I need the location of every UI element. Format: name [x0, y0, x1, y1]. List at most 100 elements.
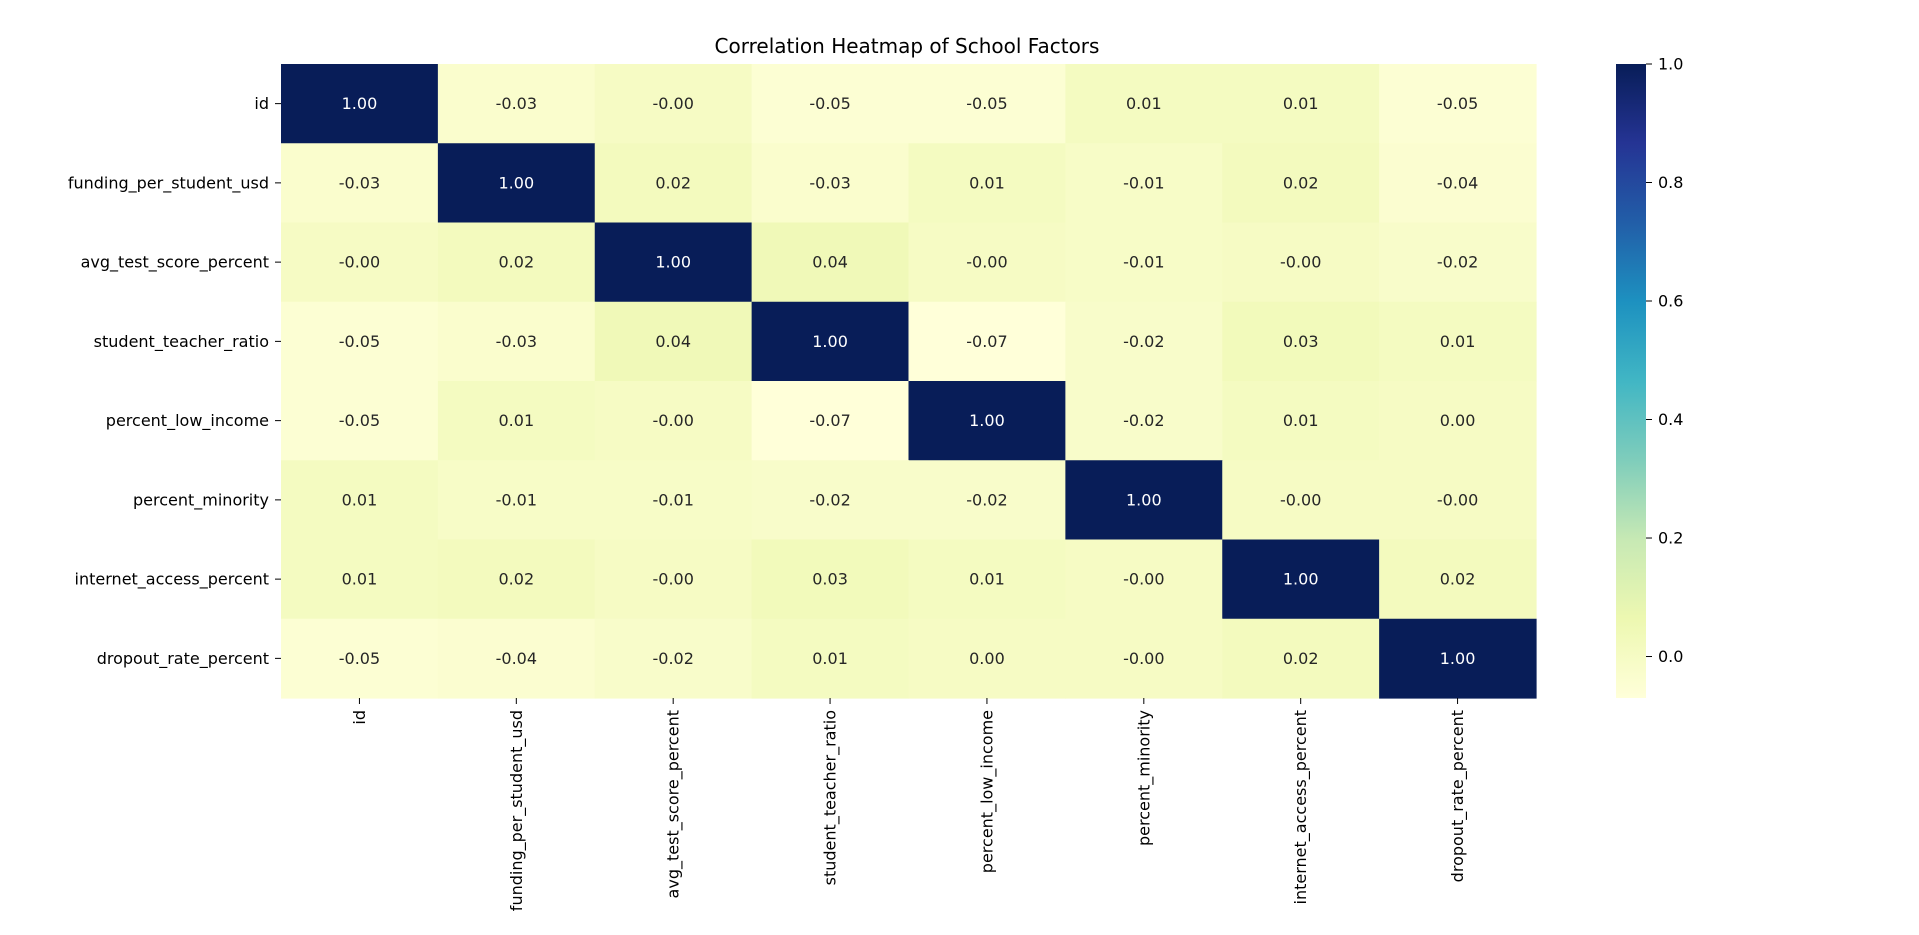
column-tick-label: student_teacher_ratio	[821, 710, 841, 885]
heatmap-cell	[437, 301, 596, 382]
heatmap-cell	[908, 143, 1066, 224]
cell-value-label: -0.05	[339, 649, 380, 668]
cell-value-label: 0.00	[1440, 411, 1476, 430]
cell-value-label: -0.05	[1437, 94, 1478, 113]
cell-value-label: -0.03	[496, 332, 537, 351]
heatmap-cell	[437, 64, 596, 144]
heatmap-cell	[281, 64, 439, 144]
cell-value-label: -0.00	[1280, 253, 1321, 272]
heatmap-cell	[1065, 539, 1223, 620]
heatmap-cell	[1065, 301, 1223, 382]
heatmap-cell	[1065, 222, 1223, 303]
heatmap-cell	[594, 143, 753, 224]
cell-value-label: 0.01	[1283, 411, 1319, 430]
heatmap-cell	[1065, 143, 1223, 224]
heatmap-cell	[281, 222, 439, 303]
heatmap-cell	[594, 301, 753, 382]
cell-value-label: -0.00	[1123, 570, 1164, 589]
heatmap-cell	[751, 301, 910, 382]
cell-value-label: -0.00	[652, 570, 693, 589]
heatmap-cell	[1222, 222, 1380, 303]
cell-value-label: 0.01	[342, 490, 378, 509]
row-tick-label: id	[254, 94, 269, 113]
heatmap-cell	[751, 618, 910, 699]
heatmap-cell	[1379, 143, 1537, 224]
heatmap-cell	[1222, 381, 1380, 461]
heatmap-cell	[908, 301, 1066, 382]
heatmap-cell	[1222, 64, 1380, 144]
column-tick-label: avg_test_score_percent	[664, 710, 684, 898]
column-tick-label: funding_per_student_usd	[507, 710, 527, 911]
heatmap-cell	[908, 460, 1066, 541]
colorbar-tick-label: 1.0	[1658, 55, 1683, 74]
row-tick-labels: id funding_per_student_usd avg_test_score_…	[68, 94, 281, 669]
heatmap-cell	[1379, 64, 1537, 144]
heatmap-cell	[437, 143, 596, 224]
cell-value-label: -0.00	[1123, 649, 1164, 668]
heatmap-cell	[1222, 539, 1380, 620]
heatmap-cell	[437, 460, 596, 541]
cell-value-label: 0.01	[499, 411, 535, 430]
cell-value-label: 0.00	[969, 649, 1005, 668]
heatmap-cell	[594, 539, 753, 620]
chart-title: Correlation Heatmap of School Factors	[715, 34, 1100, 58]
colorbar-tick-label: 0.2	[1658, 529, 1683, 548]
heatmap-cell	[751, 64, 910, 144]
heatmap-cell	[908, 539, 1066, 620]
heatmap-cell	[594, 222, 753, 303]
heatmap-cell	[1065, 460, 1223, 541]
cell-value-label: -0.00	[966, 253, 1007, 272]
cell-value-label: 1.00	[812, 332, 848, 351]
heatmap-cell	[1222, 301, 1380, 382]
heatmap-cell	[751, 381, 910, 461]
column-tick-label: id	[350, 710, 369, 725]
row-tick-label: avg_test_score_percent	[81, 253, 269, 273]
cell-value-label: -0.01	[652, 490, 693, 509]
row-tick-label: student_teacher_ratio	[94, 332, 269, 352]
heatmap-cell	[281, 618, 439, 699]
cell-value-label: -0.02	[1437, 253, 1478, 272]
heatmap-cell	[281, 460, 439, 541]
heatmap-cell	[1379, 381, 1537, 461]
cell-value-label: -0.02	[966, 490, 1007, 509]
cell-value-label: 0.01	[1283, 94, 1319, 113]
colorbar: 0.0 0.2 0.4 0.6 0.8 1.0	[1616, 55, 1683, 698]
cell-value-label: 0.01	[1126, 94, 1162, 113]
cell-value-label: 0.04	[812, 253, 848, 272]
column-tick-labels: id funding_per_student_usd avg_test_score_…	[350, 698, 1468, 911]
heatmap-cell	[281, 301, 439, 382]
heatmap-cell	[751, 222, 910, 303]
cell-value-label: 0.01	[342, 570, 378, 589]
heatmap-cell	[908, 222, 1066, 303]
heatmap-cell	[281, 539, 439, 620]
cell-value-label: -0.02	[1123, 411, 1164, 430]
colorbar-tick-label: 0.6	[1658, 292, 1683, 311]
heatmap-cell	[281, 143, 439, 224]
cell-value-label: 0.03	[1283, 332, 1319, 351]
heatmap-cell	[594, 618, 753, 699]
cell-value-label: 0.03	[812, 570, 848, 589]
heatmap-cell	[1222, 143, 1380, 224]
heatmap-cell	[594, 381, 753, 461]
cell-value-label: 0.01	[969, 570, 1005, 589]
heatmap-cell	[751, 539, 910, 620]
heatmap-cell	[437, 539, 596, 620]
cell-value-label: 0.01	[812, 649, 848, 668]
cell-value-label: -0.02	[1123, 332, 1164, 351]
heatmap-cell	[1065, 381, 1223, 461]
cell-value-label: 0.01	[1440, 332, 1476, 351]
heatmap-cell	[908, 618, 1066, 699]
heatmap-cell	[751, 460, 910, 541]
heatmap-cell	[1065, 64, 1223, 144]
cell-value-label: 1.00	[1126, 490, 1162, 509]
heatmap-cell	[1222, 460, 1380, 541]
row-tick-label: percent_low_income	[106, 411, 269, 431]
heatmap-cell	[1065, 618, 1223, 699]
cell-value-label: -0.05	[339, 332, 380, 351]
cell-value-label: 1.00	[342, 94, 378, 113]
cell-value-label: -0.00	[1280, 490, 1321, 509]
cell-value-label: 0.02	[655, 173, 691, 192]
cell-value-label: -0.04	[1437, 173, 1478, 192]
heatmap-cells: 1.00 -0.03 -0.00 -0.05 -0.05 0.01 0.01 -0.05 -0.…	[281, 64, 1537, 699]
cell-value-label: -0.04	[496, 649, 537, 668]
